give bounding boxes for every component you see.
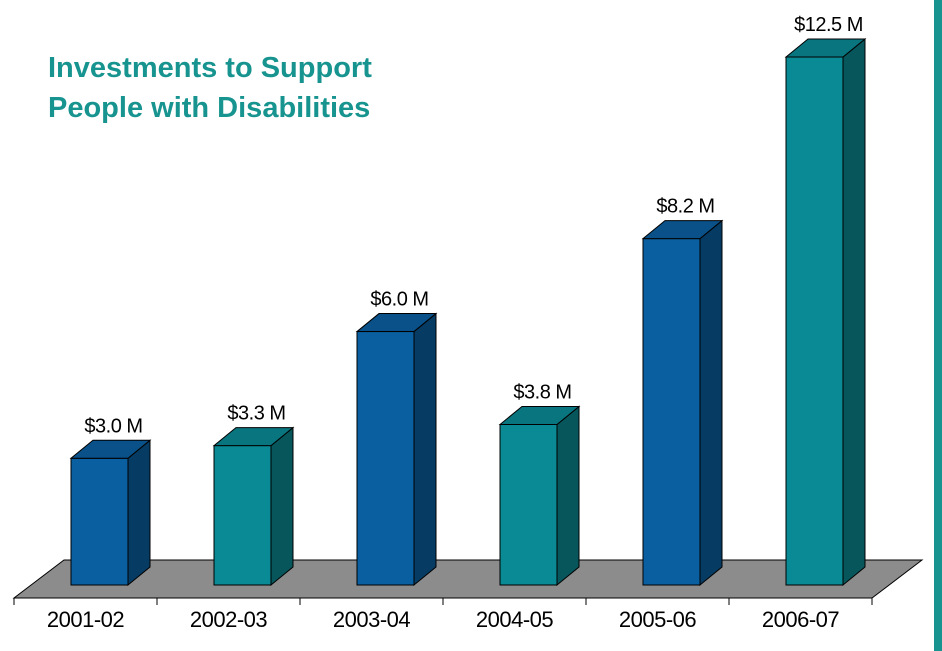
bar-top [69,439,152,459]
x-tick-label-2006-07: 2006-07 [762,607,840,632]
bar-side [270,426,294,587]
right-border-stripe [934,0,942,651]
bar-side [556,405,580,587]
bar-top [355,313,438,333]
bar-side [127,439,151,587]
bar-front [785,56,844,586]
bar-2005-06 [641,219,724,587]
x-tick-label-2004-05: 2004-05 [476,607,554,632]
chart-title-line-2: People with Disabilities [48,92,371,124]
bar-side [413,312,437,587]
data-label-2006-07: $12.5 M [794,14,863,36]
x-tick-label-2001-02: 2001-02 [47,607,125,632]
bar-side [699,219,723,587]
bar-front [642,238,701,586]
bar-2004-05 [498,405,581,587]
chart-title-line-1: Investments to Support [48,52,372,84]
x-tick-label-2005-06: 2005-06 [619,607,697,632]
bar-2001-02 [69,439,152,587]
bar-2006-07 [784,37,867,587]
bar-top [784,38,867,58]
bar-2003-04 [355,312,438,587]
bar-top [641,220,724,240]
bar-side [842,37,866,587]
bar-front [356,331,415,586]
data-label-2003-04: $6.0 M [370,289,428,311]
chart-title: Investments to Support People with Disab… [48,48,528,128]
bar-front [213,445,272,586]
x-tick-label-2003-04: 2003-04 [333,607,411,632]
bar-top [212,427,295,447]
data-label-2001-02: $3.0 M [84,415,142,437]
data-label-2004-05: $3.8 M [513,381,571,403]
x-tick-label-2002-03: 2002-03 [190,607,268,632]
bar-front [499,423,558,586]
bar-top [498,405,581,425]
data-label-2005-06: $8.2 M [656,196,714,218]
bar-front [70,457,129,586]
bar-2002-03 [212,426,295,587]
data-label-2002-03: $3.3 M [227,403,285,425]
